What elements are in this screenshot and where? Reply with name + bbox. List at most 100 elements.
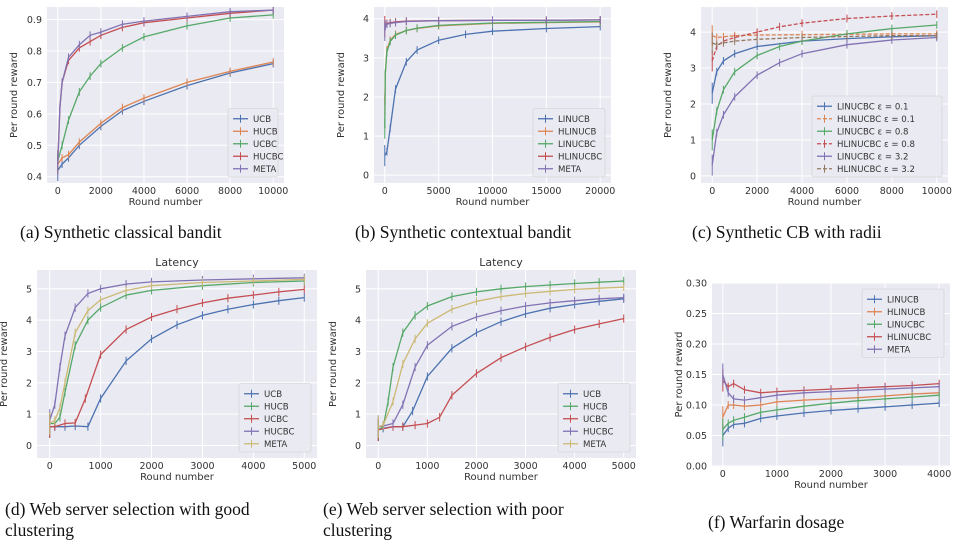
legend: UCB HUCB UCBC HUCBC META [238, 383, 312, 453]
x-tick-label: 1000 [415, 461, 439, 472]
x-tick-label: 3000 [873, 469, 897, 480]
chart-6: 0 1000 2000 3000 4000 0.00 0.05 0.10 0.15 0.20 0.2… [674, 279, 951, 492]
y-axis-label: Per round reward [0, 321, 10, 407]
x-tick-label: 15000 [531, 186, 561, 197]
legend-label: META [558, 165, 581, 175]
legend-label: HLINUCB [887, 308, 926, 318]
chart-3: 0 2000 4000 6000 8000 10000 0 1 2 3 4 Round number P… [663, 7, 952, 208]
y-tick-label: 0 [363, 171, 369, 182]
series-line-2 [57, 61, 274, 165]
caption-a: (a) Synthetic classical bandit [20, 222, 222, 242]
chart-4: 0 1000 2000 3000 4000 5000 0 1 2 3 4 5 Round number P… [0, 256, 317, 483]
legend-label: LINUCB [887, 295, 919, 305]
legend-label: HLINUCBC [887, 333, 931, 343]
legend-label: HUCBC [583, 427, 614, 437]
series-group [57, 7, 274, 181]
legend-label: HLINUCBC [558, 152, 602, 162]
legend-box [811, 95, 943, 178]
series-line-5 [57, 9, 274, 165]
series-line-4 [378, 296, 624, 428]
series-line-5 [49, 278, 305, 425]
series-line-4 [722, 380, 940, 394]
y-tick-label: 1 [355, 410, 361, 421]
x-tick-label: 4000 [790, 186, 814, 197]
y-tick-label: 0.5 [27, 141, 42, 152]
series-group [377, 276, 625, 442]
y-tick-label: 1 [363, 132, 369, 143]
chart-title: Latency [155, 256, 199, 269]
series-line-5 [378, 286, 624, 428]
y-tick-label: 2 [26, 378, 32, 389]
legend-label: UCB [264, 390, 282, 400]
x-tick-label: 0 [375, 461, 381, 472]
legend-box [238, 383, 312, 453]
chart-2: 0 5000 10000 15000 20000 0 1 2 3 4 Round number Per… [336, 7, 615, 208]
x-tick-label: 6000 [175, 186, 199, 197]
legend-box [557, 383, 631, 453]
series-group [384, 15, 601, 167]
y-tick-label: 2 [363, 92, 369, 103]
y-tick-label: 0.30 [686, 279, 707, 290]
x-tick-label: 0 [382, 186, 388, 197]
legend-label: LINUCBC ε = 0.8 [837, 127, 909, 137]
x-tick-label: 0 [55, 186, 61, 197]
series-line-1 [49, 296, 305, 428]
y-axis-label: Per round reward [663, 52, 674, 138]
x-axis-label: Round number [129, 197, 204, 208]
series-line-3 [722, 394, 940, 430]
y-tick-label: 0.8 [27, 47, 42, 58]
legend-label: META [264, 440, 287, 450]
series-line-3 [711, 24, 937, 141]
series-line-3 [378, 317, 624, 431]
y-tick-label: 4 [26, 316, 32, 327]
x-tick-label: 4000 [927, 469, 951, 480]
y-tick-label: 3 [355, 347, 361, 358]
legend: LINUCB HLINUCB LINUCBC HLINUCBC META [861, 288, 945, 358]
legend-label: LINUCBC [558, 140, 596, 150]
x-tick-label: 8000 [880, 186, 904, 197]
legend-label: LINUCBC [887, 320, 925, 330]
y-tick-label: 4 [363, 14, 369, 25]
series-line-5 [711, 36, 937, 166]
y-tick-label: 0 [355, 441, 361, 452]
legend-label: HLINUCBC ε = 0.8 [837, 140, 915, 150]
caption-e: (e) Web server selection with poor clust… [323, 499, 564, 540]
x-tick-label: 20000 [585, 186, 615, 197]
y-axis-label: Per round reward [336, 52, 347, 138]
legend-label: UCBC [264, 415, 288, 425]
x-tick-label: 10000 [922, 186, 952, 197]
y-tick-label: 0.4 [27, 172, 42, 183]
y-tick-label: 0.10 [686, 401, 707, 412]
legend: LINUCBC ε = 0.1 HLINUCBC ε = 0.1 LINUCBC ε… [811, 95, 943, 178]
x-tick-label: 4000 [241, 461, 265, 472]
series-group [711, 10, 938, 176]
y-tick-label: 2 [690, 99, 696, 110]
x-axis-label: Round number [464, 472, 539, 483]
x-tick-label: 2000 [139, 461, 163, 472]
x-tick-label: 3000 [513, 461, 537, 472]
x-tick-label: 0 [47, 461, 53, 472]
x-axis-label: Round number [788, 197, 863, 208]
x-tick-label: 6000 [835, 186, 859, 197]
caption-b: (b) Synthetic contextual bandit [355, 222, 572, 242]
legend-label: HLINUCB [558, 127, 597, 137]
legend-label: LINUCB [558, 115, 590, 125]
y-tick-label: 0 [26, 441, 32, 452]
caption-c: (c) Synthetic CB with radii [692, 222, 882, 242]
legend-label: META [887, 345, 910, 355]
y-tick-label: 4 [355, 316, 361, 327]
legend-label: HUCB [264, 402, 289, 412]
caption-d: (d) Web server selection with good clust… [5, 499, 250, 540]
x-tick-label: 0 [720, 469, 726, 480]
legend-label: HUCB [583, 402, 608, 412]
legend-label: META [583, 440, 606, 450]
series-group [49, 273, 305, 438]
y-tick-label: 4 [690, 28, 696, 39]
legend-label: HUCB [253, 127, 278, 137]
legend-label: HUCBC [264, 427, 295, 437]
y-tick-label: 0.6 [27, 109, 42, 120]
x-tick-label: 2000 [819, 469, 843, 480]
x-tick-label: 5000 [612, 461, 636, 472]
series-line-2 [49, 280, 305, 425]
